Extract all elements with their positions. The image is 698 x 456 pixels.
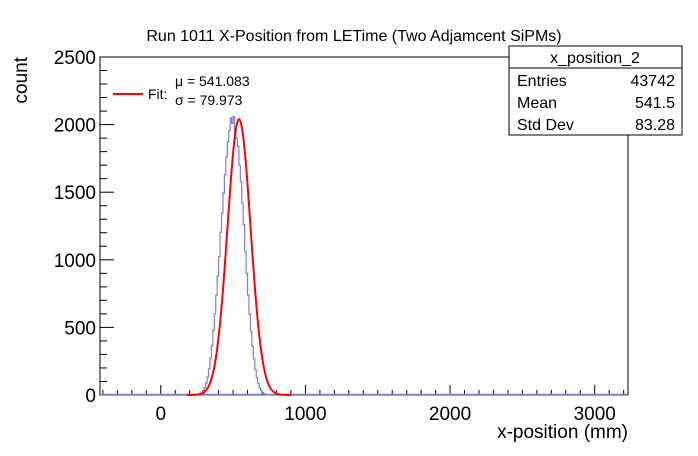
x-axis-label: x-position (mm) [497,422,628,443]
y-tick-label: 2000 [54,116,96,137]
y-axis: 0 500 1000 1500 2000 2500 [54,48,114,407]
legend-fit-label: Fit: [148,86,167,102]
histogram-series [100,115,628,396]
stats-entries-value: 43742 [631,73,676,90]
x-axis: 0 1000 2000 3000 [102,385,625,425]
stats-entries-label: Entries [517,73,567,90]
gaussian-fit-series [186,118,291,396]
stats-stddev-label: Std Dev [517,117,574,134]
stats-mean-value: 541.5 [635,95,675,112]
y-tick-label: 0 [85,386,96,407]
y-tick-label: 500 [64,318,96,339]
stats-box: x_position_2 Entries 43742 Mean 541.5 St… [508,45,683,136]
y-tick-label: 1500 [54,183,96,204]
x-tick-label: 0 [155,404,166,425]
stats-mean-label: Mean [517,95,557,112]
histogram-outline [196,115,270,396]
x-tick-label: 2000 [429,404,471,425]
x-tick-label: 1000 [284,404,326,425]
y-tick-label: 1000 [54,251,96,272]
fit-curve [186,118,291,396]
x-tick-label: 3000 [574,404,616,425]
y-axis-label: count [11,56,32,103]
stats-stddev-value: 83.28 [635,117,675,134]
chart-title: Run 1011 X-Position from LETime (Two Adj… [146,28,561,45]
fit-legend: Fit: μ = 541.083 σ = 79.973 [110,73,265,115]
legend-sigma: σ = 79.973 [175,92,243,108]
stats-box-frame [508,45,683,136]
y-tick-label: 2500 [54,48,96,69]
stats-box-name: x_position_2 [550,50,640,67]
legend-mu: μ = 541.083 [175,73,250,89]
